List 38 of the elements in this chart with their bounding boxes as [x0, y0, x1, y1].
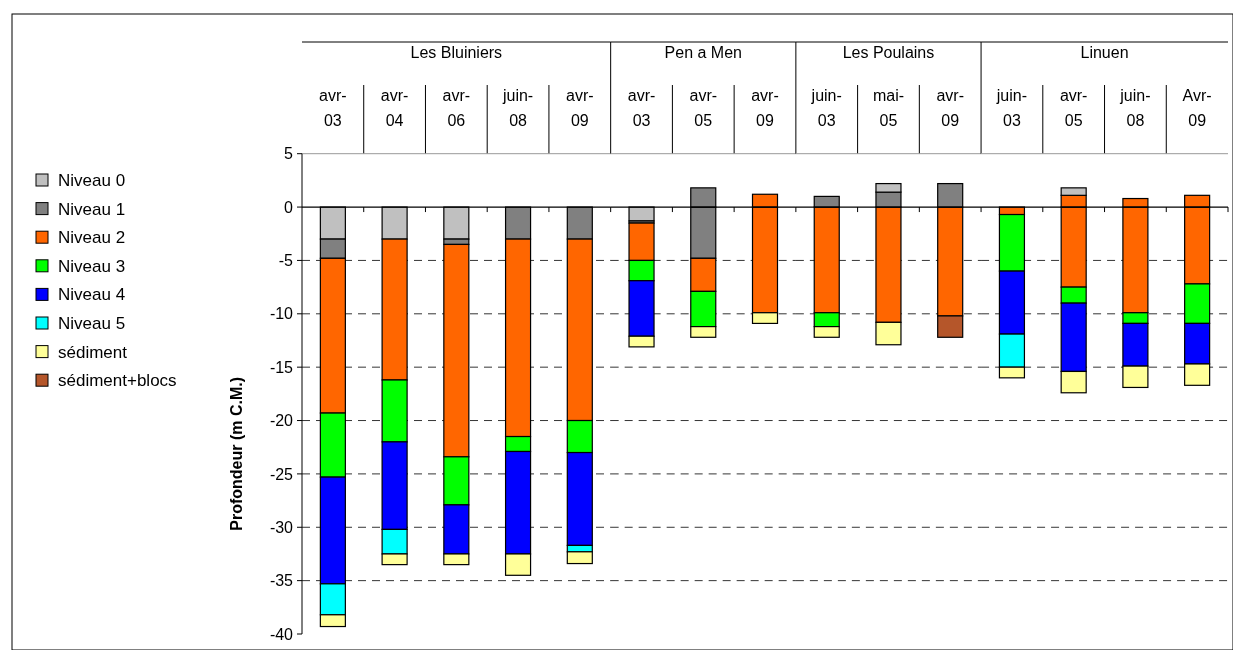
y-tick-label: -35: [269, 572, 294, 590]
y-tick-label: -25: [269, 465, 294, 483]
x-tick-label: juin-08: [1119, 87, 1151, 129]
legend-label: Niveau 2: [58, 228, 126, 248]
legend-label: Niveau 4: [58, 285, 126, 305]
x-tick-label: avr-09: [566, 87, 594, 129]
chart-title: Pen a Men: [664, 44, 742, 61]
x-tick-label: Avr-09: [1182, 87, 1212, 129]
x-tick-label: avr-09: [751, 87, 779, 129]
y-axis-title: Profondeur (m C.M.): [228, 376, 245, 531]
legend-label: Niveau 3: [58, 256, 126, 276]
x-tick-label: juin-03: [810, 87, 842, 129]
y-tick-label: -40: [269, 625, 294, 643]
x-tick-label: avr-09: [936, 87, 964, 129]
x-tick-label: avr-05: [689, 87, 718, 129]
legend-label: Niveau 0: [58, 170, 126, 190]
x-tick-label: juin-03: [995, 87, 1028, 129]
x-tick-label: avr-04: [380, 87, 409, 129]
x-tick-label: avr-03: [319, 87, 347, 129]
y-tick-label: 0: [284, 198, 294, 216]
x-tick-label: juin-08: [501, 87, 534, 129]
legend-label: Niveau 5: [58, 313, 126, 333]
chart-title: Linuen: [1080, 44, 1129, 61]
y-tick-label: -30: [269, 518, 294, 536]
legend-label: Niveau 1: [58, 199, 126, 219]
y-tick-label: -20: [269, 412, 294, 430]
y-tick-label: 5: [284, 145, 294, 163]
x-tick-label: avr-03: [627, 87, 656, 129]
x-tick-label: mai-05: [872, 87, 905, 129]
legend-label: sédiment+blocs: [58, 371, 177, 391]
legend-label: sédiment: [58, 342, 128, 362]
x-tick-label: avr-06: [442, 87, 471, 129]
y-tick-label: -10: [269, 305, 294, 323]
y-tick-label: -5: [278, 252, 294, 270]
chart-title: Les Bluiniers: [410, 44, 503, 61]
x-tick-label: avr-05: [1059, 87, 1088, 129]
chart-title: Les Poulains: [842, 44, 935, 61]
y-tick-label: -15: [269, 358, 294, 376]
